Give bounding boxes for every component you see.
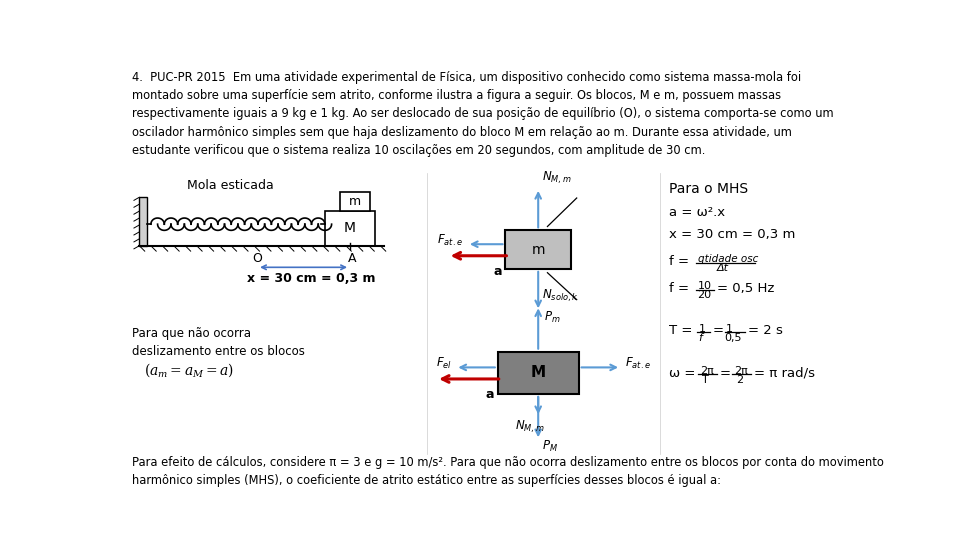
Text: T =: T = <box>669 325 692 338</box>
Bar <box>324 211 375 246</box>
Text: m: m <box>532 242 545 256</box>
Text: 1: 1 <box>726 323 733 334</box>
Text: 2: 2 <box>736 375 743 385</box>
Text: f =: f = <box>669 282 689 295</box>
Text: Para o MHS: Para o MHS <box>669 182 748 196</box>
Text: a = ω².x: a = ω².x <box>669 206 725 219</box>
Bar <box>506 231 571 269</box>
Text: 20: 20 <box>698 291 711 300</box>
Text: T: T <box>702 375 708 385</box>
Text: 0,5: 0,5 <box>725 333 742 343</box>
Text: x = 30 cm = 0,3 m: x = 30 cm = 0,3 m <box>669 228 796 241</box>
Text: qtidade osc: qtidade osc <box>698 254 758 264</box>
Text: $N_{M,m}$: $N_{M,m}$ <box>542 170 571 186</box>
Bar <box>340 192 370 211</box>
Text: $P_M$: $P_M$ <box>542 438 558 454</box>
Text: 1: 1 <box>698 323 706 334</box>
Text: Mola esticada: Mola esticada <box>187 179 274 192</box>
Text: 2π: 2π <box>700 366 713 376</box>
Text: m: m <box>348 195 361 208</box>
Text: Δt: Δt <box>717 264 729 273</box>
Text: $N_{solo,k}$: $N_{solo,k}$ <box>542 287 579 304</box>
Text: $P_m$: $P_m$ <box>544 309 561 325</box>
Text: $(a_m = a_M = a)$: $(a_m = a_M = a)$ <box>144 361 234 379</box>
Text: x = 30 cm = 0,3 m: x = 30 cm = 0,3 m <box>247 272 375 285</box>
Bar <box>139 197 147 246</box>
Text: $N_{M,m}$: $N_{M,m}$ <box>516 418 544 435</box>
Text: a: a <box>493 265 502 278</box>
Text: $F_{at.e}$: $F_{at.e}$ <box>625 356 651 371</box>
Text: A: A <box>348 252 356 265</box>
Text: = 2 s: = 2 s <box>748 325 782 338</box>
Text: 10: 10 <box>698 281 711 291</box>
Bar <box>498 352 579 394</box>
Text: a: a <box>486 388 494 401</box>
Text: ω =: ω = <box>669 367 695 380</box>
Text: M: M <box>531 365 546 380</box>
Text: =: = <box>712 325 723 338</box>
Text: Para que não ocorra
deslizamento entre os blocos: Para que não ocorra deslizamento entre o… <box>132 327 304 357</box>
Text: $F_{at.e}$: $F_{at.e}$ <box>437 233 463 248</box>
Text: = π rad/s: = π rad/s <box>754 367 815 380</box>
Text: f =: f = <box>669 255 689 268</box>
Text: 2π: 2π <box>733 366 748 376</box>
Text: 4.  PUC-PR 2015  Em uma atividade experimental de Física, um dispositivo conheci: 4. PUC-PR 2015 Em uma atividade experime… <box>132 71 833 157</box>
Text: = 0,5 Hz: = 0,5 Hz <box>717 282 774 295</box>
Text: M: M <box>344 221 356 235</box>
Text: Para efeito de cálculos, considere π = 3 e g = 10 m/s². Para que não ocorra desl: Para efeito de cálculos, considere π = 3… <box>132 456 883 487</box>
Text: O: O <box>252 252 262 265</box>
Text: $F_{el}$: $F_{el}$ <box>436 356 451 371</box>
Text: =: = <box>720 367 731 380</box>
Text: f: f <box>698 333 702 343</box>
